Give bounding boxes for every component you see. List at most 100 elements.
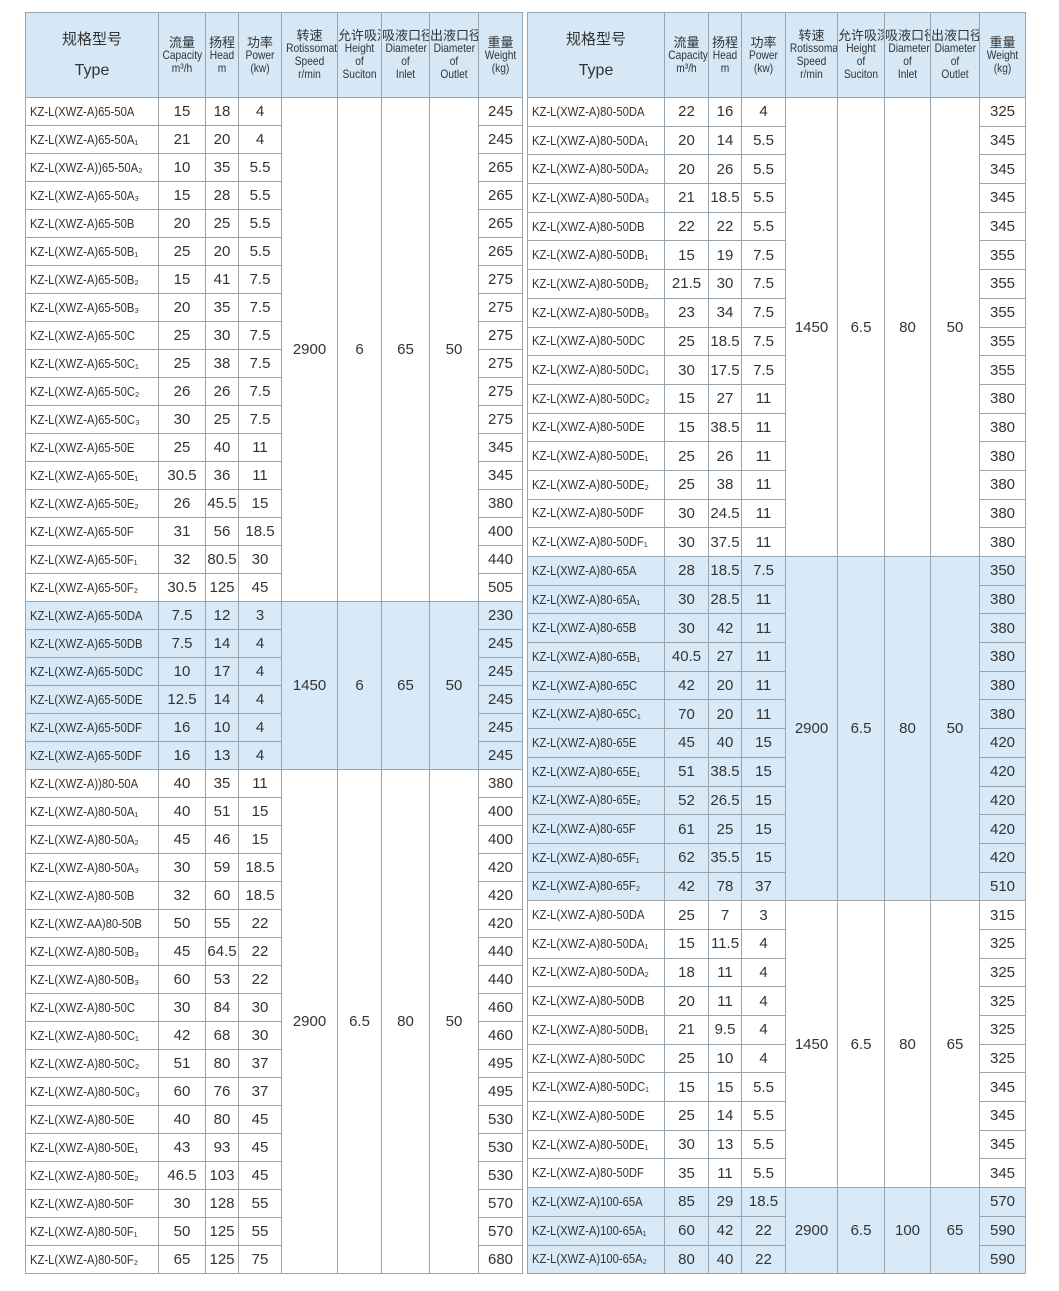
header-en: Suciton: [843, 67, 879, 81]
cell-weight: 420: [979, 842, 1026, 873]
cell-head: 93: [205, 1133, 239, 1162]
cell-type: KZ-L(XWZ-A)65-50B₁: [25, 237, 159, 266]
cell-head: 35.5: [708, 842, 742, 873]
cell-head: 18.5: [708, 326, 742, 357]
cell-type: KZ-L(XWZ-A)65-50E₂: [25, 489, 159, 518]
header-en: Type: [74, 62, 110, 79]
cell-head: 51: [205, 797, 239, 826]
cell-head: 76: [205, 1077, 239, 1106]
cell-capacity: 30: [158, 405, 206, 434]
cell-weight: 325: [979, 928, 1026, 959]
table-row: KZ-L(XWZ-A)65-50DF 16 10 4 245: [25, 713, 523, 742]
cell-type: KZ-L(XWZ-A)80-65E₂: [527, 785, 665, 816]
header-en: Weight: [986, 47, 1019, 62]
table-row: KZ-L(XWZ-A)65-50DE 12.5 14 4 245: [25, 685, 523, 714]
cell-power: 4: [741, 1043, 786, 1074]
cell-weight: 325: [979, 957, 1026, 988]
header-en: Outlet: [941, 67, 969, 81]
cell-power: 11: [741, 383, 786, 414]
header-en: Diameter: [888, 41, 930, 55]
cell-capacity: 30: [158, 853, 206, 882]
cell-weight: 275: [478, 293, 523, 322]
cell-head: 125: [205, 573, 239, 602]
cell-power: 4: [238, 685, 282, 714]
cell-outlet: 50: [930, 555, 980, 902]
cell-head: 80: [205, 1049, 239, 1078]
cell-power: 11: [741, 613, 786, 644]
cell-head: 18: [205, 97, 239, 126]
cell-power: 30: [238, 545, 282, 574]
cell-head: 16: [708, 97, 742, 127]
header-en: Capacity: [668, 47, 708, 62]
cell-power: 75: [238, 1245, 282, 1274]
header-cn: 吸液口径: [885, 28, 930, 43]
cell-height: 6.5: [837, 900, 885, 1189]
cell-inlet: 65: [381, 601, 430, 770]
cell-power: 37: [741, 871, 786, 902]
spec-table-right: 规格型号 Type 流量 Capacity m³/h 扬程 Head m 功率 Power (kw)…: [527, 12, 1026, 1275]
cell-type: KZ-L(XWZ-A)80-65C₁: [527, 699, 665, 730]
cell-weight: 680: [478, 1245, 523, 1274]
cell-type: KZ-L(XWZ-A)65-50F₁: [25, 545, 159, 574]
cell-outlet: 50: [429, 769, 479, 1274]
table-row: KZ-L(XWZ-A)80-65F₁ 62 35.5 15 420: [527, 842, 1026, 873]
cell-head: 34: [708, 297, 742, 328]
cell-weight: 345: [979, 211, 1026, 242]
header-type: 规格型号 Type: [25, 12, 159, 98]
cell-type: KZ-L(XWZ-A)80-50C₁: [25, 1021, 159, 1050]
cell-type: KZ-L(XWZ-A)80-65E₁: [527, 756, 665, 787]
cell-head: 64.5: [205, 937, 239, 966]
cell-weight: 245: [478, 741, 523, 770]
cell-capacity: 51: [664, 756, 709, 787]
cell-capacity: 52: [664, 785, 709, 816]
cell-inlet: 80: [381, 769, 430, 1274]
cell-power: 55: [238, 1217, 282, 1246]
cell-type: KZ-L(XWZ-A)65-50C₁: [25, 349, 159, 378]
cell-weight: 345: [979, 183, 1026, 213]
table-row: KZ-L(XWZ-A)80-50DA₁ 15 11.5 4 325: [527, 928, 1026, 959]
cell-head: 12: [205, 601, 239, 630]
cell-weight: 350: [979, 556, 1026, 586]
cell-power: 3: [741, 900, 786, 930]
cell-weight: 275: [478, 377, 523, 406]
cell-type: KZ-L(XWZ-A)80-50DA₁: [527, 125, 665, 156]
cell-head: 80.5: [205, 545, 239, 574]
cell-type: KZ-L(XWZ-A)80-50F₁: [25, 1217, 159, 1246]
cell-capacity: 30: [664, 1129, 709, 1160]
cell-power: 4: [238, 97, 282, 126]
cell-capacity: 25: [664, 1043, 709, 1074]
header-cn: 转速: [798, 28, 825, 43]
cell-type: KZ-L(XWZ-A)100-65A: [527, 1187, 665, 1217]
cell-type: KZ-L(XWZ-A)65-50DF: [25, 713, 159, 742]
cell-power: 11: [238, 461, 282, 490]
header-height: 允许吸深HeightofSuciton: [337, 12, 382, 98]
cell-weight: 400: [478, 517, 523, 546]
table-row: KZ-L(XWZ-A)80-65C 42 20 11 380: [527, 670, 1026, 701]
cell-capacity: 20: [158, 209, 206, 238]
table-row: KZ-L(XWZ-A)80-50F₂ 65 125 75 680: [25, 1245, 523, 1274]
cell-type: KZ-L(XWZ-A)80-50DE: [527, 412, 665, 443]
cell-capacity: 18: [664, 957, 709, 988]
cell-power: 11: [238, 433, 282, 462]
header-en: (kg): [993, 60, 1012, 75]
cell-type: KZ-L(XWZ-A)65-50DB: [25, 629, 159, 658]
cell-power: 5.5: [741, 183, 786, 213]
cell-head: 14: [205, 685, 239, 714]
cell-head: 30: [708, 269, 742, 299]
header-en: of: [449, 54, 459, 68]
cell-weight: 420: [478, 909, 523, 938]
cell-weight: 245: [478, 125, 523, 154]
cell-outlet: 65: [930, 1187, 980, 1275]
cell-capacity: 31: [158, 517, 206, 546]
cell-head: 25: [205, 405, 239, 434]
cell-type: KZ-L(XWZ-A)65-50E₁: [25, 461, 159, 490]
cell-power: 5.5: [741, 125, 786, 156]
cell-head: 17: [205, 657, 239, 686]
cell-power: 4: [238, 713, 282, 742]
cell-capacity: 26: [158, 377, 206, 406]
cell-head: 45.5: [205, 489, 239, 518]
cell-weight: 355: [979, 326, 1026, 357]
table-row: KZ-L(XWZ-A)80-50F 30 128 55 570: [25, 1189, 523, 1218]
cell-head: 13: [205, 741, 239, 770]
cell-capacity: 15: [664, 412, 709, 443]
